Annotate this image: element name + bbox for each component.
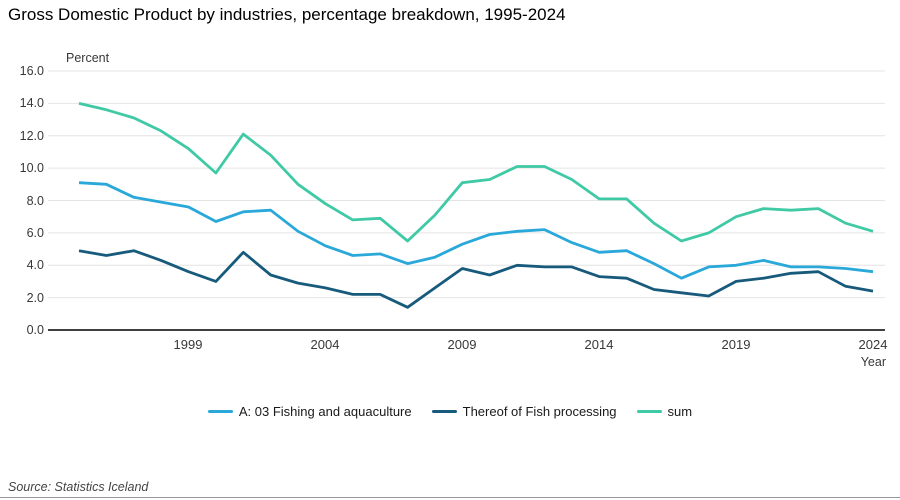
legend-item-fishing-aquaculture: A: 03 Fishing and aquaculture bbox=[207, 404, 412, 419]
y-tick-label: 0.0 bbox=[26, 323, 44, 337]
y-tick-label: 16.0 bbox=[19, 64, 44, 78]
bottom-divider bbox=[0, 497, 900, 498]
legend-line-swatch bbox=[207, 409, 233, 414]
x-tick-label: 2009 bbox=[447, 337, 477, 352]
legend-line-swatch bbox=[431, 409, 457, 414]
legend: A: 03 Fishing and aquaculture Thereof of… bbox=[0, 404, 900, 419]
y-tick-label: 6.0 bbox=[26, 225, 44, 240]
legend-label: A: 03 Fishing and aquaculture bbox=[238, 404, 412, 419]
source-note: Source: Statistics Iceland bbox=[8, 480, 149, 494]
x-tick-label: 1999 bbox=[173, 337, 203, 352]
legend-label: sum bbox=[667, 404, 693, 419]
y-tick-label: 14.0 bbox=[19, 96, 44, 111]
y-axis-title: Percent bbox=[66, 51, 110, 65]
x-axis-title: Year bbox=[860, 355, 886, 369]
y-tick-label: 4.0 bbox=[26, 258, 44, 273]
legend-line-swatch bbox=[636, 409, 662, 414]
x-tick-label: 2004 bbox=[310, 337, 340, 352]
y-tick-label: 2.0 bbox=[26, 290, 44, 305]
series-line-thereof-of-fish-processing bbox=[78, 249, 874, 309]
y-tick-label: 12.0 bbox=[19, 128, 44, 143]
legend-item-fish-processing: Thereof of Fish processing bbox=[431, 404, 617, 419]
legend-label: Thereof of Fish processing bbox=[462, 404, 617, 419]
legend-item-sum: sum bbox=[636, 404, 693, 419]
y-tick-label: 10.0 bbox=[19, 161, 44, 176]
y-tick-label: 8.0 bbox=[26, 193, 44, 208]
series-line-a-03-fishing-and-aquaculture bbox=[78, 181, 874, 280]
chart-title: Gross Domestic Product by industries, pe… bbox=[8, 5, 566, 24]
x-tick-label: 2019 bbox=[721, 337, 751, 352]
x-tick-label: 2014 bbox=[584, 337, 614, 352]
series-line-sum bbox=[78, 102, 874, 243]
x-tick-label: 2024 bbox=[858, 337, 888, 352]
